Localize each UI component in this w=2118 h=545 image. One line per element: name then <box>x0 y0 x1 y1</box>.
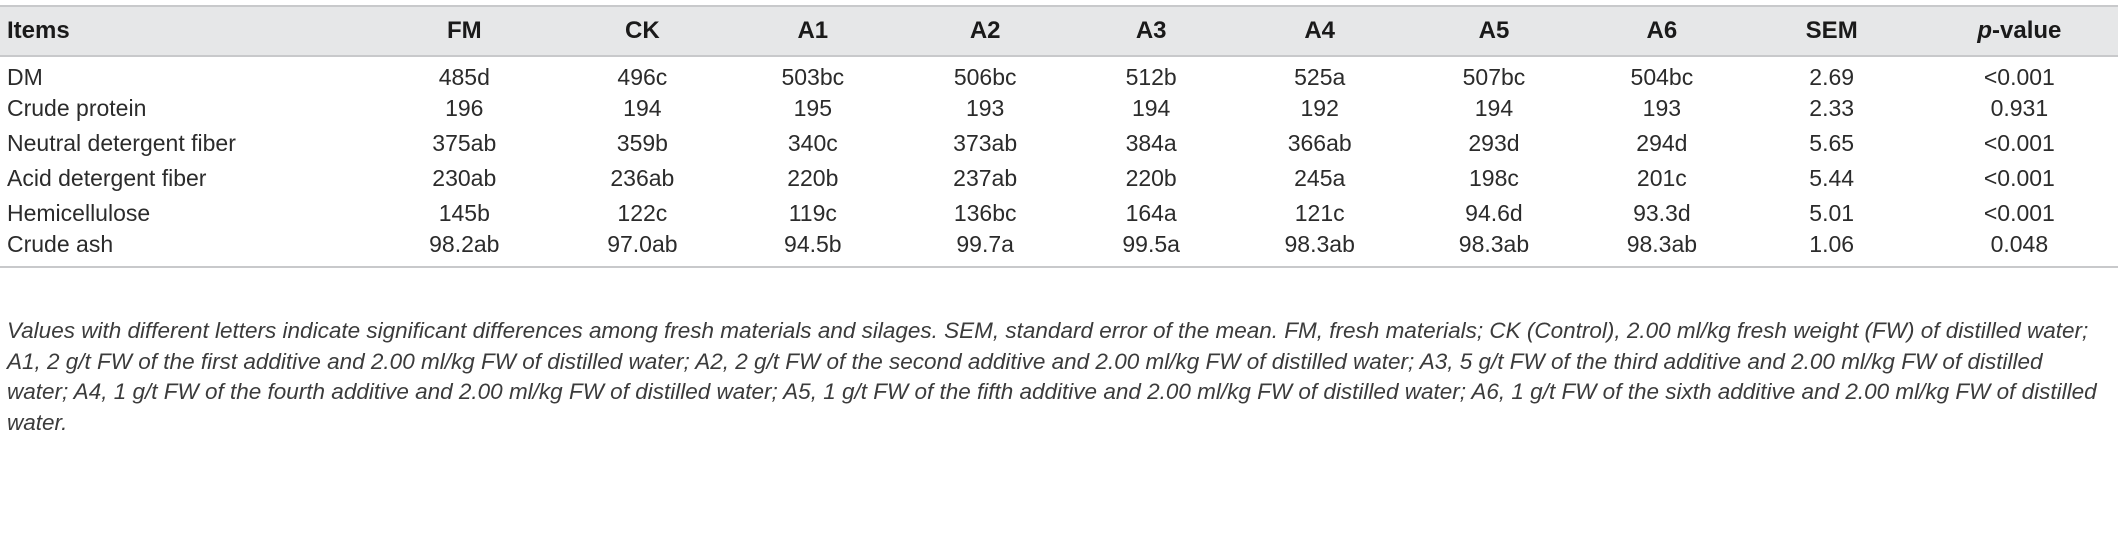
cell-a4: 192 <box>1300 95 1339 121</box>
column-header-a2: A2 <box>969 17 1001 44</box>
table-footnote: Values with different letters indicate s… <box>7 318 2097 435</box>
cell-a5: 194 <box>1474 95 1514 121</box>
table-body: DM 485d 496c 503bc 506bc 512b 525a 507bc 504bc 2.… <box>0 56 2118 267</box>
column-header-a4: A4 <box>1304 17 1336 44</box>
table-row: Neutral detergent fiber 375ab 359b 340c 373a… <box>0 126 2118 161</box>
cell-a4: 98.3ab <box>1284 231 1355 257</box>
cell-a1: 119c <box>788 200 837 226</box>
table-row: Crude protein 196 194 195 193 194 192 194 193 2.3… <box>0 91 2118 126</box>
column-header-a5: A5 <box>1478 17 1510 44</box>
cell-a4: 525a <box>1294 63 1346 90</box>
cell-sem: 5.65 <box>1809 130 1855 156</box>
cell-a6: 504bc <box>1630 63 1694 90</box>
cell-ck: 194 <box>623 95 662 121</box>
cell-a3: 512b <box>1125 63 1177 90</box>
column-header-sem: SEM <box>1805 17 1858 44</box>
table-row: Hemicellulose 145b 122c 119c 136bc 164a 121c 94… <box>0 196 2118 231</box>
cell-a6: 201c <box>1636 165 1687 191</box>
cell-a1: 94.5b <box>784 231 842 257</box>
cell-a2: 99.7a <box>956 231 1014 257</box>
cell-a2: 373ab <box>953 130 1018 156</box>
cell-a6: 98.3ab <box>1626 231 1698 257</box>
cell-a6: 193 <box>1642 95 1682 121</box>
cell-ck: 122c <box>617 200 668 226</box>
column-header-a1: A1 <box>797 17 829 44</box>
cell-a5: 94.6d <box>1465 200 1523 226</box>
table-row: DM 485d 496c 503bc 506bc 512b 525a 507bc 504bc 2.… <box>0 56 2118 91</box>
cell-item: Crude ash <box>7 231 114 257</box>
cell-a3: 220b <box>1125 165 1177 191</box>
cell-a5: 98.3ab <box>1458 231 1530 257</box>
cell-a5: 198c <box>1469 165 1519 191</box>
p-value-italic-p: p <box>1977 17 1992 44</box>
cell-fm: 230ab <box>432 165 497 191</box>
cell-a3: 164a <box>1125 200 1177 226</box>
p-value-suffix: -value <box>1992 17 2062 44</box>
column-header-a6: A6 <box>1646 17 1678 44</box>
column-header-fm: FM <box>446 17 482 44</box>
cell-a3: 384a <box>1125 130 1177 156</box>
cell-fm: 145b <box>438 200 490 226</box>
cell-a6: 93.3d <box>1633 200 1691 226</box>
cell-item: DM <box>7 63 43 90</box>
cell-fm: 485d <box>438 63 490 90</box>
cell-sem: 5.44 <box>1809 165 1855 191</box>
cell-a2: 237ab <box>953 165 1018 191</box>
cell-a4: 245a <box>1294 165 1346 191</box>
cell-p-value: 0.048 <box>1990 231 2049 257</box>
cell-item: Crude protein <box>7 95 147 121</box>
cell-a4: 366ab <box>1287 130 1352 156</box>
column-header-a3: A3 <box>1135 17 1167 44</box>
cell-a2: 136bc <box>953 200 1017 226</box>
table-row: Crude ash 98.2ab 97.0ab 94.5b 99.7a 99.5a 98.3… <box>0 231 2118 267</box>
cell-p-value: <0.001 <box>1983 165 2055 191</box>
cell-a3: 99.5a <box>1122 231 1180 257</box>
data-table: Items FM CK A1 A2 A3 A4 A5 A6 SEM p-valu… <box>0 5 2118 268</box>
cell-a1: 220b <box>787 165 839 191</box>
cell-a5: 507bc <box>1462 63 1526 90</box>
cell-sem: 5.01 <box>1809 200 1855 226</box>
cell-a3: 194 <box>1131 95 1171 121</box>
cell-a2: 193 <box>965 95 1005 121</box>
cell-ck: 496c <box>617 63 668 90</box>
cell-item: Acid detergent fiber <box>7 165 207 191</box>
cell-sem: 2.33 <box>1809 95 1855 121</box>
cell-fm: 375ab <box>432 130 497 156</box>
cell-p-value: <0.001 <box>1983 200 2055 226</box>
cell-ck: 359b <box>616 130 668 156</box>
cell-item: Hemicellulose <box>7 200 151 226</box>
cell-a4: 121c <box>1294 200 1345 226</box>
cell-fm: 98.2ab <box>429 231 500 257</box>
table-header-row: Items FM CK A1 A2 A3 A4 A5 A6 SEM p-valu… <box>0 6 2118 56</box>
cell-ck: 97.0ab <box>607 231 678 257</box>
cell-a5: 293d <box>1468 130 1520 156</box>
cell-a6: 294d <box>1636 130 1688 156</box>
column-header-items: Items <box>7 17 70 44</box>
cell-p-value: <0.001 <box>1983 63 2055 90</box>
cell-p-value: 0.931 <box>1990 95 2049 121</box>
cell-a2: 506bc <box>953 63 1017 90</box>
cell-item: Neutral detergent fiber <box>7 130 236 156</box>
cell-ck: 236ab <box>610 165 675 191</box>
cell-sem: 2.69 <box>1809 63 1855 90</box>
cell-fm: 196 <box>445 95 484 121</box>
column-header-p-value: p-value <box>1921 6 2118 56</box>
cell-sem: 1.06 <box>1809 231 1855 257</box>
cell-p-value: <0.001 <box>1983 130 2055 156</box>
column-header-ck: CK <box>625 17 660 44</box>
cell-a1: 503bc <box>781 63 845 90</box>
table-row: Acid detergent fiber 230ab 236ab 220b 237ab 2… <box>0 161 2118 196</box>
cell-a1: 195 <box>793 95 832 121</box>
cell-a1: 340c <box>787 130 838 156</box>
